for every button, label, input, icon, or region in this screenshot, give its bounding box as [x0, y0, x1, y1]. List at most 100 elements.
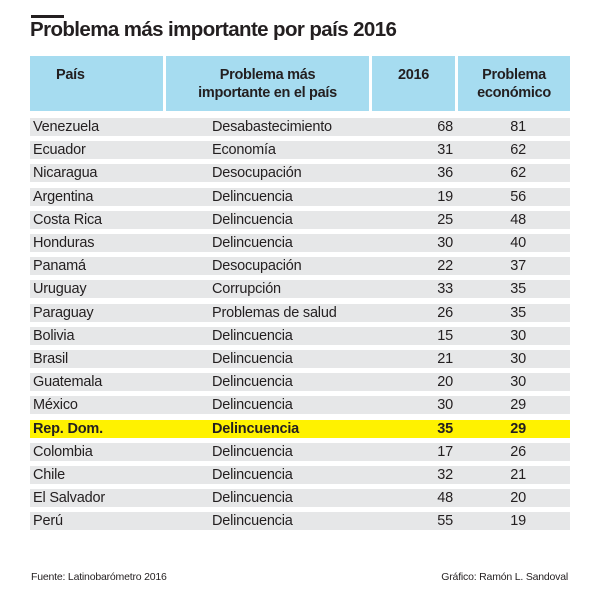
economic-cell: 62 — [510, 142, 526, 159]
table-row: Paraguay Problemas de salud 26 35 — [30, 303, 570, 322]
header-2016: 2016 — [372, 56, 455, 111]
problem-cell: Delincuencia — [212, 420, 300, 437]
problem-cell: Desocupación — [212, 258, 302, 275]
header-problema-line2: importante en el país — [198, 85, 337, 101]
country-cell: Guatemala — [33, 374, 103, 391]
economic-cell: 37 — [510, 258, 526, 275]
chart-title: Problema más importante por país 2016 — [30, 18, 397, 41]
economic-cell: 56 — [510, 188, 526, 205]
table-row: Ecuador Economía 31 62 — [30, 141, 570, 160]
table-row: El Salvador Delincuencia 48 20 — [30, 489, 570, 508]
header-problema-line1: Problema más — [219, 67, 316, 83]
value-2016-cell: 20 — [437, 374, 453, 391]
economic-cell: 29 — [510, 420, 526, 437]
problem-cell: Desocupación — [212, 165, 302, 182]
economic-cell: 29 — [510, 397, 526, 414]
table-row: Uruguay Corrupción 33 35 — [30, 280, 570, 299]
economic-cell: 20 — [510, 490, 526, 507]
value-2016-cell: 17 — [437, 443, 453, 460]
economic-cell: 81 — [510, 119, 526, 135]
value-2016-cell: 31 — [437, 142, 453, 159]
title-accent-bar — [31, 15, 64, 18]
value-2016-cell: 55 — [437, 513, 453, 530]
problem-cell: Delincuencia — [212, 235, 293, 251]
table-row: Chile Delincuencia 32 21 — [30, 466, 570, 484]
table-row: Nicaragua Desocupación 36 62 — [30, 164, 570, 183]
header-problema: Problema más importante en el país — [166, 56, 369, 111]
credit-note: Gráfico: Ramón L. Sandoval — [441, 571, 568, 583]
country-cell: México — [33, 397, 78, 414]
economic-cell: 19 — [510, 513, 526, 530]
problem-cell: Delincuencia — [212, 351, 293, 367]
table-row: Rep. Dom. Delincuencia 35 29 — [30, 419, 570, 438]
table-row: Colombia Delincuencia 17 26 — [30, 442, 570, 461]
economic-cell: 62 — [510, 165, 526, 182]
country-cell: Venezuela — [33, 119, 99, 135]
country-cell: El Salvador — [33, 490, 105, 507]
table-row: Bolivia Delincuencia 15 30 — [30, 326, 570, 345]
problem-cell: Delincuencia — [212, 513, 293, 530]
value-2016-cell: 19 — [437, 188, 453, 205]
country-cell: Honduras — [33, 235, 95, 251]
country-cell: Nicaragua — [33, 165, 98, 182]
value-2016-cell: 26 — [437, 304, 453, 321]
header-economico: Problema económico — [458, 56, 570, 111]
country-cell: Paraguay — [33, 304, 94, 321]
table-row: Honduras Delincuencia 30 40 — [30, 234, 570, 252]
value-2016-cell: 33 — [437, 281, 453, 298]
table-row: Venezuela Desabastecimiento 68 81 — [30, 118, 570, 136]
country-cell: Chile — [33, 467, 66, 483]
table-row: Brasil Delincuencia 21 30 — [30, 350, 570, 368]
source-note: Fuente: Latinobarómetro 2016 — [31, 571, 167, 583]
problem-cell: Delincuencia — [212, 327, 293, 344]
table-row: Panamá Desocupación 22 37 — [30, 257, 570, 276]
economic-cell: 35 — [510, 281, 526, 298]
economic-cell: 40 — [510, 235, 526, 251]
problem-cell: Delincuencia — [212, 374, 293, 391]
problem-cell: Problemas de salud — [212, 304, 337, 321]
problem-cell: Delincuencia — [212, 397, 293, 414]
country-cell: Costa Rica — [33, 211, 102, 228]
problem-cell: Corrupción — [212, 281, 281, 298]
country-cell: Perú — [33, 513, 63, 530]
value-2016-cell: 36 — [437, 165, 453, 182]
value-2016-cell: 32 — [437, 467, 453, 483]
table-row: Guatemala Delincuencia 20 30 — [30, 373, 570, 392]
country-cell: Rep. Dom. — [33, 420, 103, 437]
value-2016-cell: 25 — [437, 211, 453, 228]
economic-cell: 26 — [510, 443, 526, 460]
header-economico-line2: económico — [477, 85, 551, 101]
header-pais-label: País — [56, 67, 85, 83]
value-2016-cell: 15 — [437, 327, 453, 344]
country-cell: Uruguay — [33, 281, 87, 298]
economic-cell: 30 — [510, 374, 526, 391]
economic-cell: 35 — [510, 304, 526, 321]
table-row: Costa Rica Delincuencia 25 48 — [30, 210, 570, 229]
economic-cell: 48 — [510, 211, 526, 228]
table-row: México Delincuencia 30 29 — [30, 396, 570, 415]
header-2016-label: 2016 — [397, 67, 430, 83]
value-2016-cell: 35 — [437, 420, 453, 437]
country-cell: Brasil — [33, 351, 69, 367]
problem-cell: Delincuencia — [212, 211, 293, 228]
table-row: Argentina Delincuencia 19 56 — [30, 187, 570, 206]
problem-cell: Delincuencia — [212, 490, 293, 507]
value-2016-cell: 21 — [437, 351, 453, 367]
value-2016-cell: 68 — [437, 119, 453, 135]
country-cell: Colombia — [33, 443, 93, 460]
economic-cell: 30 — [510, 351, 526, 367]
economic-cell: 30 — [510, 327, 526, 344]
country-cell: Argentina — [33, 188, 94, 205]
table-row: Perú Delincuencia 55 19 — [30, 512, 570, 531]
problem-cell: Delincuencia — [212, 443, 293, 460]
value-2016-cell: 48 — [437, 490, 453, 507]
country-cell: Bolivia — [33, 327, 75, 344]
header-pais: País — [30, 56, 163, 111]
problem-cell: Delincuencia — [212, 188, 293, 205]
country-cell: Ecuador — [33, 142, 86, 159]
problem-cell: Economía — [212, 142, 276, 159]
value-2016-cell: 30 — [437, 397, 453, 414]
country-cell: Panamá — [33, 258, 86, 275]
problem-cell: Desabastecimiento — [212, 119, 332, 135]
